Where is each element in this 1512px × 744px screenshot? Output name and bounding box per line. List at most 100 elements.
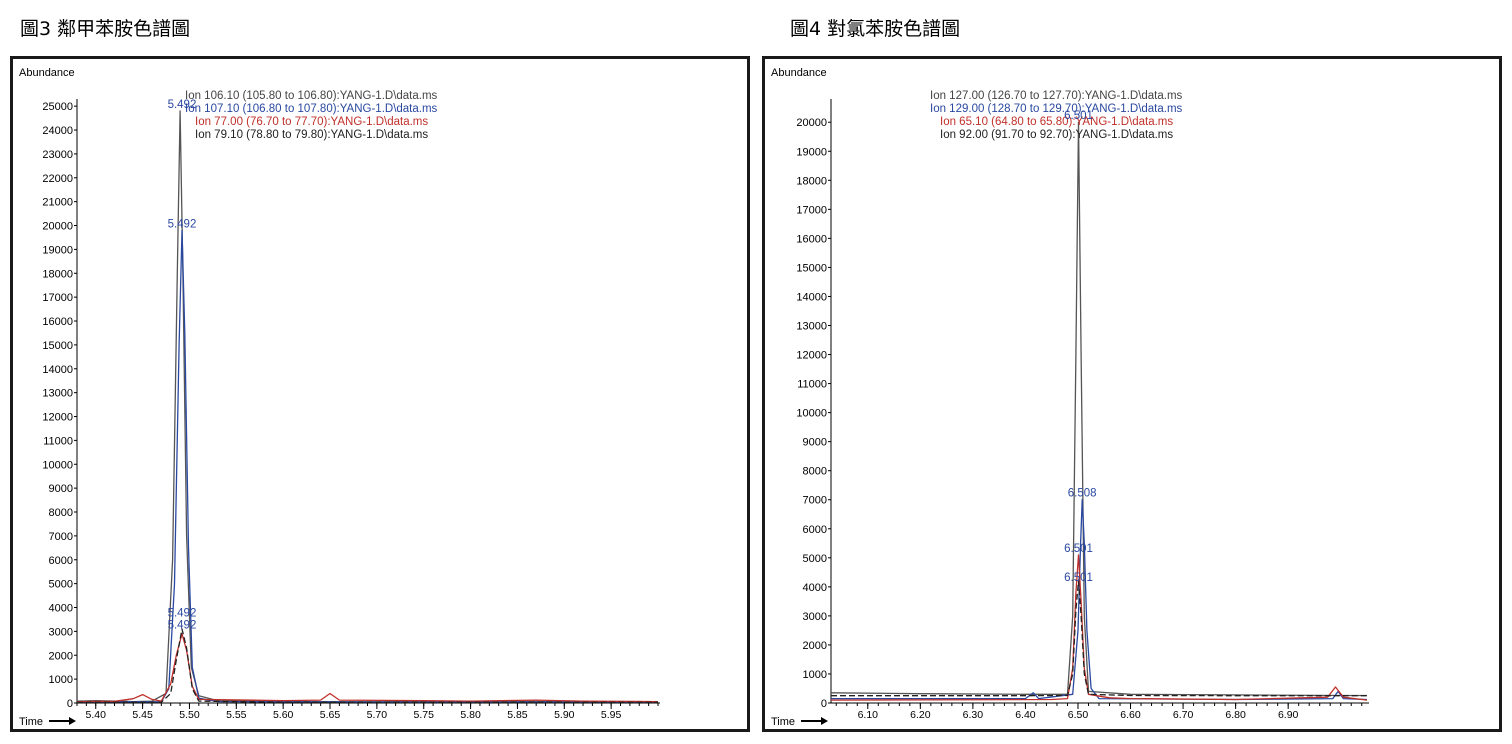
x-tick-label: 5.55 bbox=[226, 709, 247, 721]
peak-label: 6.501 bbox=[1064, 543, 1093, 555]
y-tick-label: 5000 bbox=[49, 579, 73, 591]
y-tick-label: 14000 bbox=[42, 364, 73, 376]
y-tick-label: 18000 bbox=[42, 268, 73, 280]
x-tick-label: 6.10 bbox=[858, 709, 879, 721]
y-tick-label: 2000 bbox=[803, 640, 827, 652]
peak-label: 5.492 bbox=[168, 99, 197, 111]
y-tick-label: 17000 bbox=[42, 292, 73, 304]
x-tick-label: 5.40 bbox=[86, 709, 107, 721]
x-tick-label: 5.90 bbox=[554, 709, 575, 721]
chart-caption-1: 圖3 鄰甲苯胺色譜圖 bbox=[20, 18, 191, 40]
y-tick-label: 23000 bbox=[42, 149, 73, 161]
x-tick-label: 6.80 bbox=[1225, 709, 1246, 721]
y-tick-label: 12000 bbox=[42, 412, 73, 424]
y-tick-label: 2000 bbox=[49, 650, 73, 662]
legend-entry-3: Ion 65.10 (64.80 to 65.80):YANG-1.D\data… bbox=[940, 116, 1173, 128]
y-tick-label: 6000 bbox=[49, 555, 73, 567]
legend-entry-2: Ion 107.10 (106.80 to 107.80):YANG-1.D\d… bbox=[185, 103, 438, 115]
y-tick-label: 11000 bbox=[797, 379, 827, 391]
chromatogram-panel-1: Abundance 0 1000 2000 3000 4000 5000 6000 7000 80… bbox=[10, 56, 750, 732]
y-tick-label: 3000 bbox=[49, 626, 73, 638]
time-arrow-head-icon bbox=[69, 717, 76, 725]
peak-label: 6.508 bbox=[1068, 488, 1097, 500]
x-tick-label: 5.70 bbox=[367, 709, 388, 721]
x-tick-label: 5.85 bbox=[507, 709, 528, 721]
y-tick-label: 18000 bbox=[796, 175, 827, 187]
chart-caption-2: 圖4 對氯苯胺色譜圖 bbox=[790, 18, 961, 40]
y-tick-label: 8000 bbox=[49, 507, 73, 519]
series-line-4 bbox=[77, 628, 658, 703]
y-tick-label: 13000 bbox=[796, 321, 827, 333]
legend-entry-2: Ion 129.00 (128.70 to 129.70):YANG-1.D\d… bbox=[930, 103, 1183, 115]
y-tick-label: 7000 bbox=[49, 531, 73, 543]
y-axis-label: Abundance bbox=[771, 67, 827, 79]
chromatogram-panel-2: Abundance 0 1000 2000 3000 4000 5000 6000 7000 80… bbox=[762, 56, 1502, 732]
y-tick-label: 20000 bbox=[796, 117, 827, 129]
series-line-4 bbox=[831, 580, 1367, 697]
series-line-2 bbox=[831, 499, 1368, 701]
x-tick-label: 5.65 bbox=[320, 709, 341, 721]
chromatogram-2: Abundance 0 1000 2000 3000 4000 5000 6000 7000 80… bbox=[771, 67, 1369, 728]
y-tick-label: 16000 bbox=[796, 233, 827, 245]
y-tick-label: 17000 bbox=[796, 204, 827, 216]
time-arrow-head-icon bbox=[821, 717, 828, 725]
y-tick-label: 12000 bbox=[796, 350, 827, 362]
x-axis-label: Time bbox=[771, 716, 795, 728]
y-tick-label: 13000 bbox=[42, 388, 73, 400]
legend-entry-4: Ion 79.10 (78.80 to 79.80):YANG-1.D\data… bbox=[195, 129, 428, 141]
x-tick-label: 6.30 bbox=[963, 709, 984, 721]
y-tick-label: 0 bbox=[67, 698, 73, 710]
y-tick-label: 1000 bbox=[49, 674, 73, 686]
legend-entry-4: Ion 92.00 (91.70 to 92.70):YANG-1.D\data… bbox=[940, 129, 1173, 141]
y-tick-label: 22000 bbox=[42, 173, 73, 185]
x-tick-label: 5.95 bbox=[601, 709, 622, 721]
x-tick-label: 6.20 bbox=[910, 709, 931, 721]
y-tick-label: 9000 bbox=[49, 483, 73, 495]
series-line-1 bbox=[76, 110, 658, 703]
legend-entry-1: Ion 106.10 (105.80 to 106.80):YANG-1.D\d… bbox=[185, 90, 438, 102]
y-tick-label: 5000 bbox=[803, 553, 827, 565]
x-tick-label: 5.45 bbox=[132, 709, 153, 721]
peak-label: 5.492 bbox=[168, 218, 197, 230]
y-tick-label: 4000 bbox=[803, 582, 827, 594]
peak-label: 6.501 bbox=[1064, 110, 1093, 122]
y-tick-label: 0 bbox=[821, 698, 827, 710]
y-tick-label: 15000 bbox=[796, 262, 827, 274]
peak-label: 6.501 bbox=[1064, 572, 1093, 584]
series-line-3 bbox=[830, 554, 1368, 701]
y-tick-label: 14000 bbox=[796, 291, 827, 303]
y-tick-label: 3000 bbox=[803, 611, 827, 623]
y-tick-label: 4000 bbox=[49, 603, 73, 615]
y-tick-label: 7000 bbox=[803, 495, 827, 507]
y-tick-label: 8000 bbox=[803, 466, 827, 478]
legend-entry-1: Ion 127.00 (126.70 to 127.70):YANG-1.D\d… bbox=[930, 90, 1183, 102]
y-tick-label: 20000 bbox=[42, 221, 73, 233]
y-tick-label: 11000 bbox=[43, 435, 73, 447]
x-tick-label: 6.60 bbox=[1120, 709, 1141, 721]
y-tick-label: 24000 bbox=[42, 125, 73, 137]
y-tick-label: 21000 bbox=[42, 197, 73, 209]
y-tick-label: 19000 bbox=[42, 244, 73, 256]
x-axis-label: Time bbox=[19, 716, 43, 728]
x-tick-label: 5.80 bbox=[460, 709, 481, 721]
x-tick-label: 5.75 bbox=[414, 709, 435, 721]
x-tick-label: 6.40 bbox=[1015, 709, 1036, 721]
y-tick-label: 1000 bbox=[803, 669, 827, 681]
y-tick-label: 25000 bbox=[42, 101, 73, 113]
legend-entry-3: Ion 77.00 (76.70 to 77.70):YANG-1.D\data… bbox=[195, 116, 428, 128]
y-tick-label: 16000 bbox=[42, 316, 73, 328]
series-line-2 bbox=[77, 229, 658, 703]
x-tick-label: 5.50 bbox=[179, 709, 200, 721]
y-axis-label: Abundance bbox=[19, 67, 75, 79]
chromatogram-1: Abundance 0 1000 2000 3000 4000 5000 6000 7000 80… bbox=[19, 67, 660, 728]
y-tick-label: 10000 bbox=[796, 408, 827, 420]
x-tick-label: 5.60 bbox=[273, 709, 294, 721]
y-tick-label: 9000 bbox=[803, 437, 827, 449]
y-tick-label: 10000 bbox=[42, 459, 73, 471]
peak-label: 5.492 bbox=[168, 619, 197, 631]
x-tick-label: 6.50 bbox=[1068, 709, 1089, 721]
x-tick-label: 6.90 bbox=[1278, 709, 1299, 721]
y-tick-label: 19000 bbox=[796, 146, 827, 158]
y-tick-label: 6000 bbox=[803, 524, 827, 536]
series-line-1 bbox=[830, 121, 1367, 697]
